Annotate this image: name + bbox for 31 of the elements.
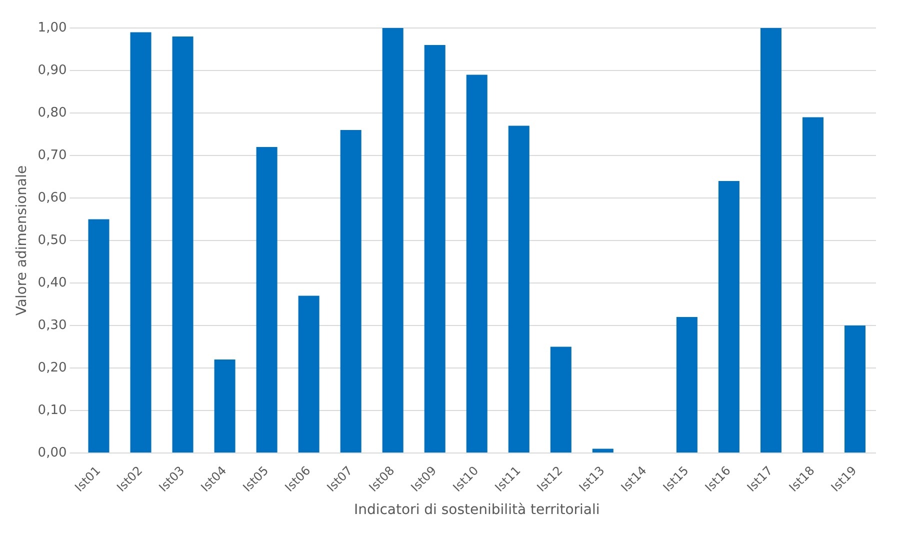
bar xyxy=(844,325,866,452)
bar xyxy=(676,316,698,452)
y-tick-label: 0,40 xyxy=(38,275,67,290)
y-tick-label: 0,10 xyxy=(38,402,67,418)
bar xyxy=(88,219,110,452)
x-axis-title: Indicatori di sostenibilità territoriali xyxy=(354,502,600,518)
y-tick-label: 0,50 xyxy=(38,232,67,248)
bar xyxy=(256,146,278,452)
bar xyxy=(382,28,404,452)
y-tick-label: 0,80 xyxy=(38,105,67,120)
y-tick-label: 0,20 xyxy=(38,360,67,376)
bar xyxy=(340,130,362,452)
bar xyxy=(130,32,152,452)
bar xyxy=(214,359,236,452)
bar xyxy=(550,346,572,452)
bar xyxy=(298,296,320,452)
y-tick-label: 0,70 xyxy=(38,148,67,163)
bar xyxy=(172,36,194,452)
bar xyxy=(718,180,740,452)
bar xyxy=(508,126,530,452)
y-tick-label: 1,00 xyxy=(38,20,67,36)
y-tick-label: 0,00 xyxy=(38,445,67,460)
y-tick-label: 0,60 xyxy=(38,190,67,206)
y-axis-title: Valore adimensionale xyxy=(14,165,30,316)
bar xyxy=(760,28,782,452)
y-tick-label: 0,90 xyxy=(38,62,67,78)
bar xyxy=(802,117,824,452)
bar xyxy=(466,74,488,452)
bar xyxy=(592,448,614,452)
bar xyxy=(424,45,446,452)
y-tick-label: 0,30 xyxy=(38,318,67,333)
